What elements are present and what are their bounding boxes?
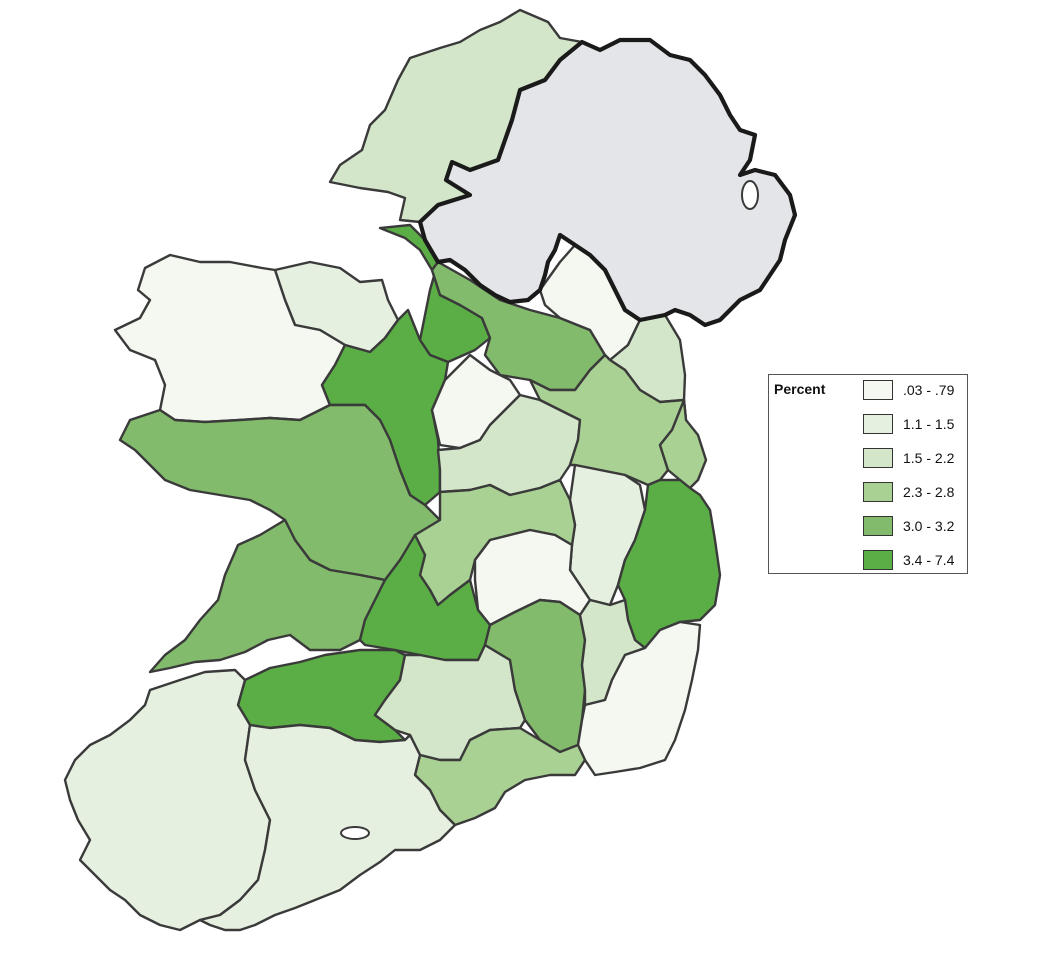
legend-swatch (863, 550, 893, 570)
map-legend: Percent .03 - .79 1.1 - 1.5 1.5 - 2.2 2.… (768, 374, 968, 574)
county-clare (148, 518, 387, 674)
legend-swatch (863, 414, 893, 434)
legend-item: 1.1 - 1.5 (863, 413, 954, 435)
county-wexford (576, 620, 702, 777)
legend-item: 2.3 - 2.8 (863, 481, 954, 503)
lough-lake (340, 826, 370, 840)
legend-label: 1.5 - 2.2 (903, 450, 955, 466)
lough-lake (741, 180, 759, 210)
legend-item: 3.4 - 7.4 (863, 549, 954, 571)
county-kerry (63, 668, 272, 932)
legend-label: 2.3 - 2.8 (903, 484, 955, 500)
legend-swatch (863, 448, 893, 468)
legend-item: 1.5 - 2.2 (863, 447, 954, 469)
legend-label: 1.1 - 1.5 (903, 416, 955, 432)
legend-item: 3.0 - 3.2 (863, 515, 954, 537)
county-cork (198, 723, 457, 932)
legend-swatch (863, 482, 893, 502)
legend-item: .03 - .79 (863, 379, 954, 401)
legend-swatch (863, 380, 893, 400)
legend-label: .03 - .79 (903, 382, 955, 398)
northern-ireland (417, 37, 798, 328)
legend-label: 3.0 - 3.2 (903, 518, 955, 534)
legend-title: Percent (774, 381, 826, 397)
legend-label: 3.4 - 7.4 (903, 552, 955, 568)
legend-swatch (863, 516, 893, 536)
county-wicklow (616, 478, 722, 650)
